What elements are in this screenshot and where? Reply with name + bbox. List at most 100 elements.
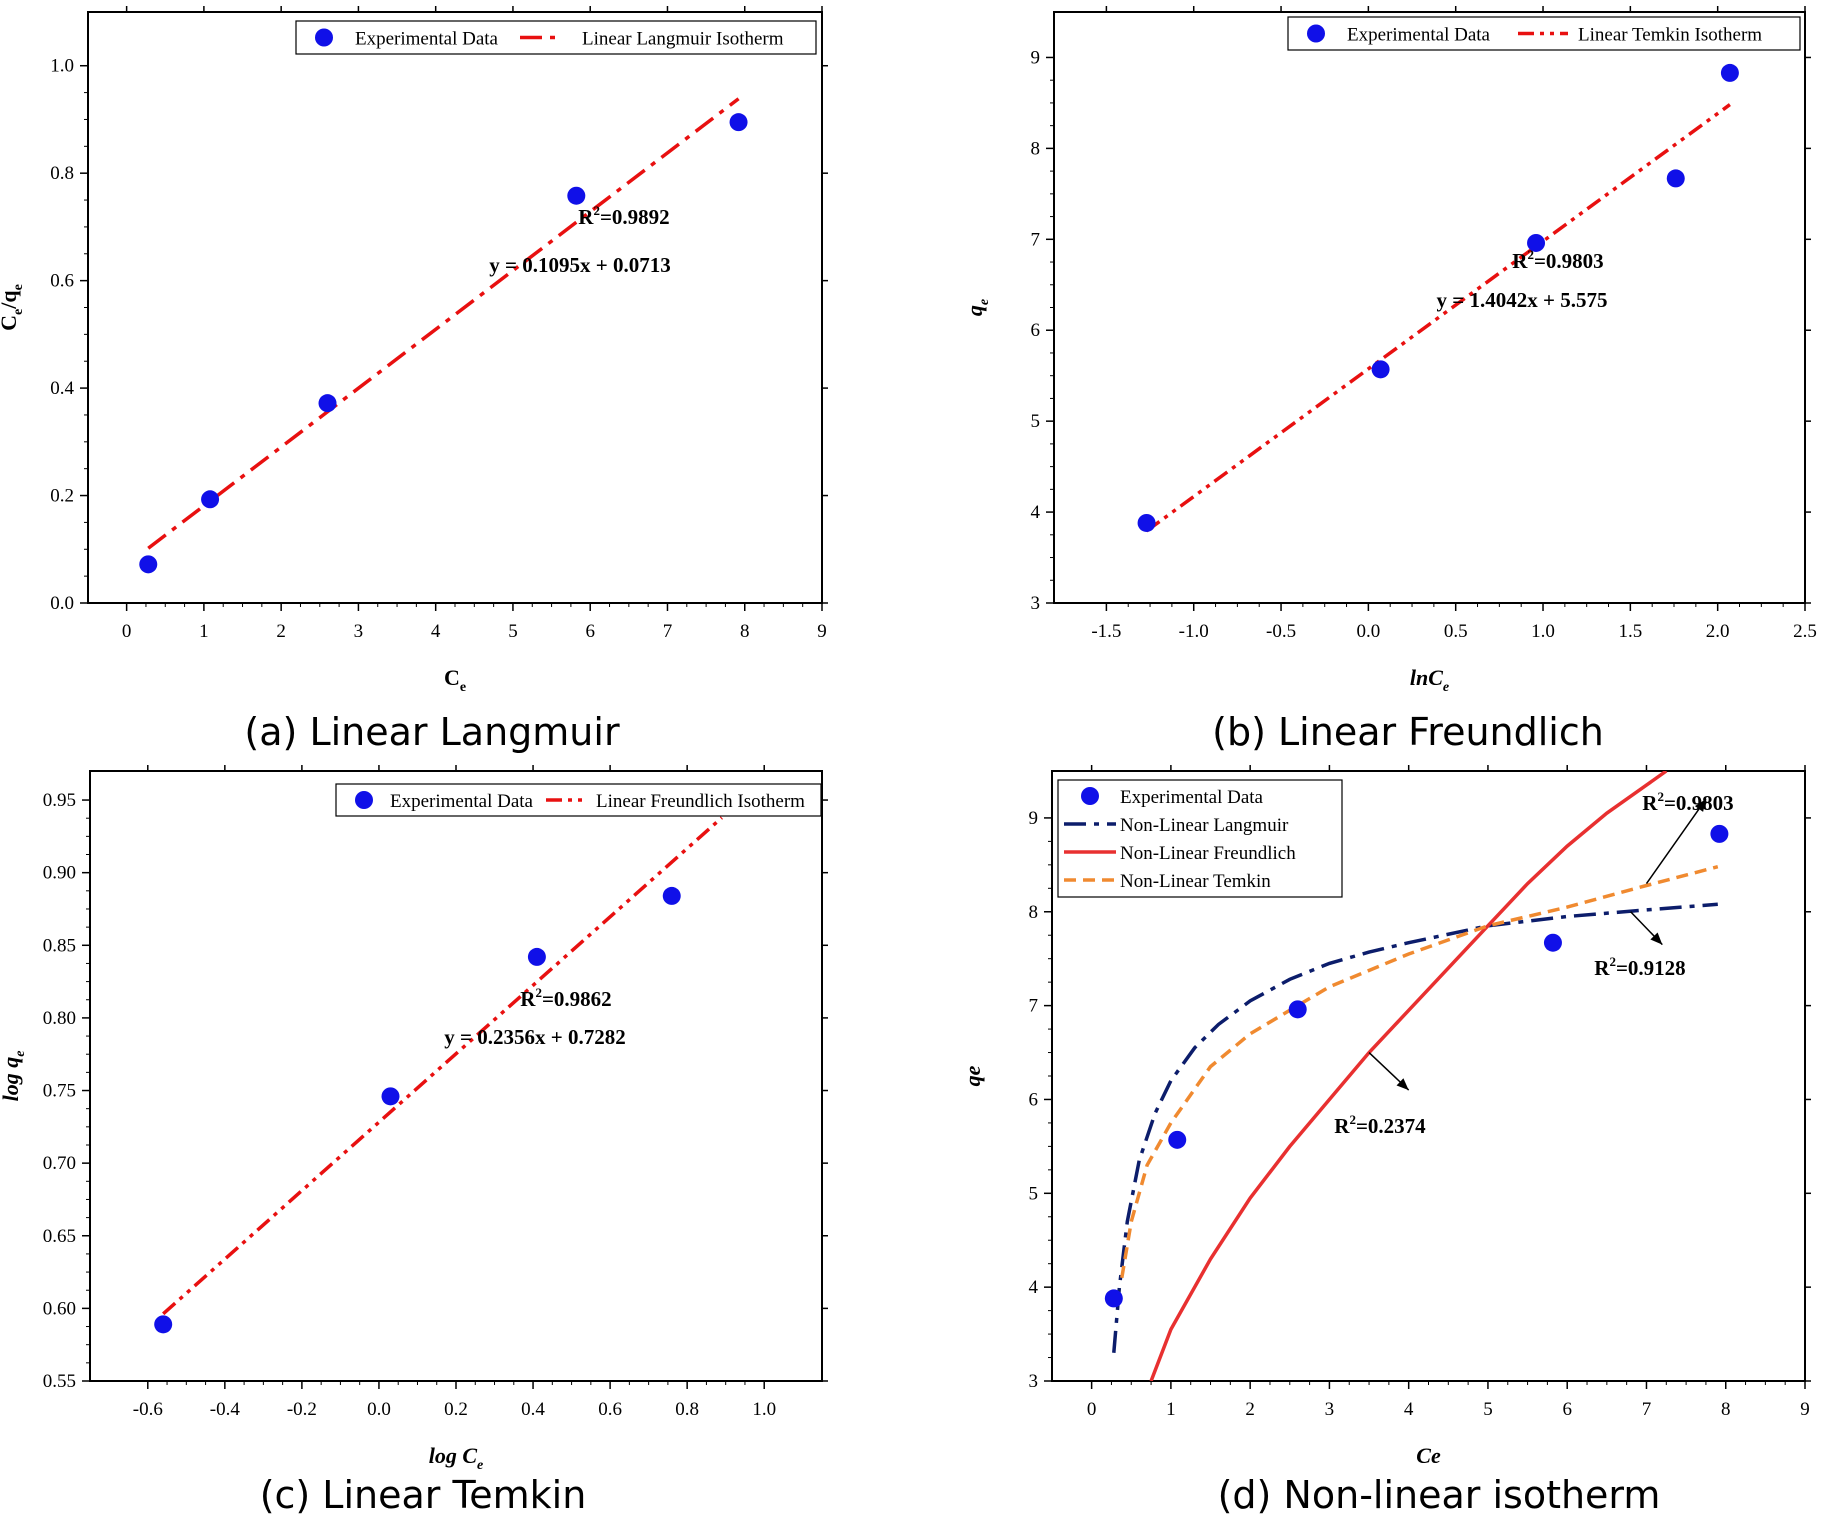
x-tick-label: -1.0 [1179,621,1209,642]
x-tick-label: -0.5 [1266,621,1296,642]
x-tick-label: 0 [1087,1399,1097,1420]
x-tick-label: 2 [1245,1399,1255,1420]
model-curve [1120,865,1719,1279]
legend-label: Non-Linear Temkin [1120,871,1271,892]
y-tick-label: 9 [1029,808,1039,829]
x-tick-label: -0.2 [287,1399,317,1420]
x-axis-label-sub: e [460,680,466,695]
x-tick-label: 8 [1721,1399,1731,1420]
x-tick-label: 4 [1404,1399,1414,1420]
legend: Experimental Data Non-Linear Langmuir Non-… [1057,779,1343,898]
y-tick-label: 0.65 [43,1226,76,1247]
annotation-rest: =0.9803 [1664,791,1734,815]
annotation-sup: 2 [1527,247,1534,262]
legend: Experimental Data Linear Langmuir Isother… [295,20,817,55]
x-tick-label: 0.0 [367,1399,391,1420]
x-tick-label: 1.0 [752,1399,776,1420]
fit-line [147,97,740,550]
annotation-text: R2=0.9803 [1642,789,1733,815]
panel-caption: (d) Non-linear isotherm [1218,1473,1661,1516]
y-tick-label: 3 [1031,593,1041,614]
data-point [1168,1130,1187,1149]
legend: Experimental Data Linear Temkin Isotherm [1287,16,1801,51]
x-tick-label: 9 [817,621,827,642]
panel-caption: (c) Linear Temkin [260,1473,587,1516]
fit-line [1145,103,1731,533]
data-point [1527,233,1546,252]
data-point [662,886,681,905]
x-tick-label: 9 [1800,1399,1810,1420]
data-point [154,1315,173,1334]
x-tick-label: 0.4 [521,1399,545,1420]
y-axis-label-sub: e [13,1051,28,1057]
x-tick-label: 1.5 [1618,621,1642,642]
y-tick-label: 7 [1029,996,1039,1017]
y-tick-label: 0.55 [43,1371,76,1392]
y-axis-label-sub2: e [11,284,26,290]
y-tick-label: 0.8 [50,163,74,184]
annotation-text: R2=0.9862 [520,985,611,1011]
annotation-arrow [1645,798,1707,885]
y-tick-label: 0.90 [43,863,76,884]
annotation-rest: =0.2374 [1356,1114,1426,1138]
annotation-sup: 2 [1349,1112,1356,1127]
x-tick-label: 0 [122,621,132,642]
legend-label: Linear Freundlich Isotherm [596,791,805,812]
y-axis-label: Ce/qe [0,284,26,331]
x-tick-label: 1 [199,621,209,642]
x-axis-label-sub: e [477,1458,483,1473]
y-tick-label: 0.2 [50,486,74,507]
plot-frame [87,11,823,604]
y-axis-label: qe [962,299,992,316]
chart-panel-1: 0 1 2 3 4 5 6 7 8 9 0.0 0.2 0.4 0.6 0.8 1.0 Ce Ce/qe R2=0.… [0,6,828,754]
x-tick-label: 0.6 [598,1399,622,1420]
data-point [139,555,158,574]
y-axis-label-sub: e [977,299,992,305]
x-tick-label: -1.5 [1091,621,1121,642]
y-tick-label: 9 [1031,47,1041,68]
fit-line [162,816,723,1316]
x-tick-label: 0.2 [444,1399,468,1420]
y-axis-label: qe [960,1065,985,1086]
y-tick-label: 0.95 [43,790,76,811]
x-tick-label: 6 [1562,1399,1572,1420]
legend-box [1057,779,1343,898]
x-axis-label: Ce [1416,1443,1441,1468]
x-tick-label: 6 [585,621,595,642]
x-axis-label-sub: e [1443,680,1449,695]
y-tick-label: 6 [1031,320,1041,341]
x-tick-label: 0.0 [1356,621,1380,642]
x-axis-label: lnCe [1410,665,1449,695]
plot-frame [1053,11,1806,604]
data-point [201,490,220,509]
x-tick-label: 7 [663,621,673,642]
legend-marker [1307,24,1325,43]
data-point [381,1087,400,1106]
x-tick-label: 5 [1483,1399,1493,1420]
y-tick-label: 5 [1031,411,1041,432]
x-tick-label: 8 [740,621,750,642]
annotation-text: y = 0.1095x + 0.0713 [489,253,670,277]
y-axis-label-mid: /q [0,290,21,310]
y-axis-label: log qe [0,1051,28,1102]
panel-caption: (b) Linear Freundlich [1212,710,1604,754]
y-tick-label: 0.0 [50,593,74,614]
y-tick-label: 0.75 [43,1081,76,1102]
annotation-sup: 2 [593,203,600,218]
legend-label: Experimental Data [355,29,499,50]
x-tick-label: 2.0 [1706,621,1730,642]
x-tick-label: 3 [1325,1399,1335,1420]
x-tick-label: 3 [354,621,364,642]
data-point [567,186,586,205]
y-tick-label: 1.0 [50,56,74,77]
x-tick-label: 2 [276,621,286,642]
x-tick-label: 0.5 [1444,621,1468,642]
data-point [1720,63,1739,82]
x-tick-label: -0.6 [133,1399,163,1420]
data-point [1137,513,1156,532]
x-tick-label: -0.4 [210,1399,241,1420]
legend: Experimental Data Linear Freundlich Isoth… [335,783,822,817]
annotation-sup: 2 [1657,789,1664,804]
y-tick-label: 4 [1031,502,1041,523]
